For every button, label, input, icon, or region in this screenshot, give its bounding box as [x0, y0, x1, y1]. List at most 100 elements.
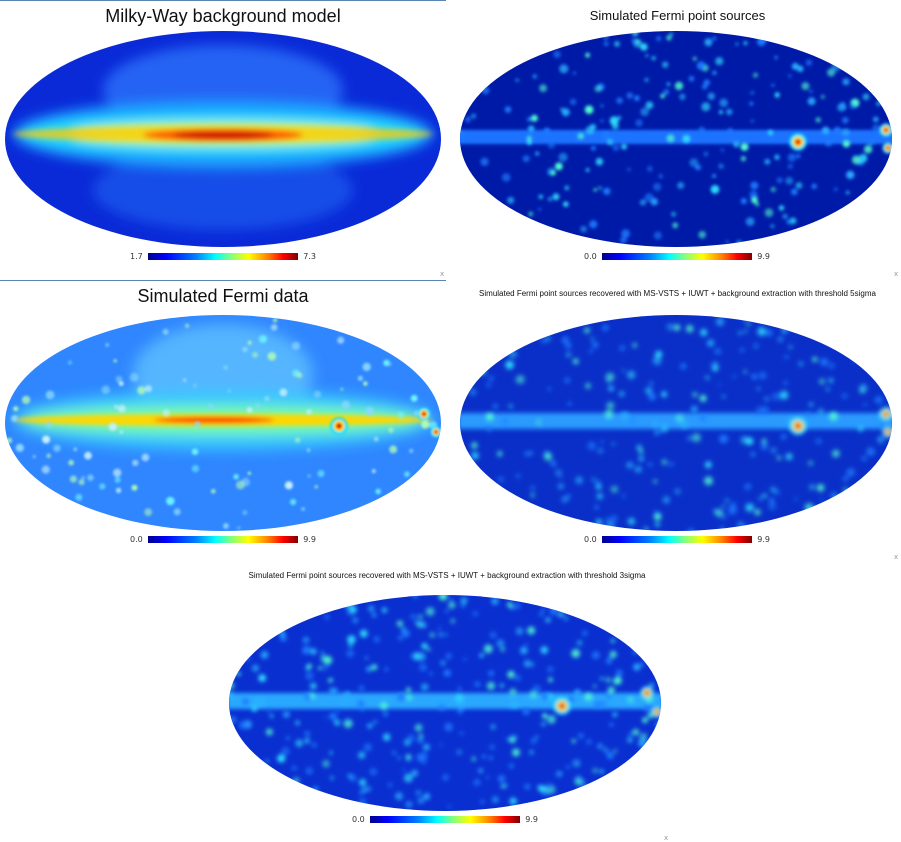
- point-source: [621, 369, 625, 373]
- point-source: [574, 689, 581, 696]
- point-source: [785, 177, 794, 185]
- point-source: [13, 406, 19, 412]
- point-source: [113, 359, 117, 363]
- point-source: [320, 655, 328, 663]
- point-source: [589, 220, 598, 229]
- point-source: [239, 721, 248, 730]
- point-source: [751, 196, 758, 204]
- point-source: [867, 137, 876, 146]
- mollweide-map-fermi-data: [5, 315, 441, 531]
- point-source: [593, 700, 602, 709]
- point-source: [330, 776, 334, 780]
- point-source: [530, 485, 536, 491]
- point-source: [45, 390, 55, 400]
- point-source: [443, 669, 451, 677]
- point-source: [610, 638, 615, 643]
- point-source: [620, 236, 627, 244]
- point-source: [359, 778, 367, 787]
- point-source: [720, 148, 725, 152]
- point-source: [132, 459, 139, 466]
- point-source: [660, 93, 665, 99]
- point-source: [841, 116, 849, 124]
- point-source: [365, 407, 374, 416]
- point-source: [321, 664, 329, 671]
- bright-source: [884, 412, 888, 416]
- point-source: [632, 343, 637, 348]
- point-source: [843, 487, 849, 493]
- point-source: [207, 403, 214, 410]
- point-source: [530, 662, 535, 667]
- point-source: [258, 674, 266, 682]
- point-source: [460, 130, 466, 140]
- point-source: [515, 78, 519, 82]
- point-source: [548, 677, 553, 683]
- point-source: [348, 643, 353, 648]
- point-source: [647, 712, 654, 719]
- point-source: [32, 455, 36, 459]
- point-source: [573, 358, 579, 364]
- point-source: [284, 481, 293, 490]
- point-source: [627, 696, 634, 703]
- point-source: [486, 382, 492, 388]
- point-source: [144, 508, 153, 516]
- point-source: [295, 739, 304, 748]
- point-source: [542, 713, 548, 719]
- point-source: [666, 134, 675, 143]
- point-source: [743, 329, 748, 334]
- point-source: [474, 681, 481, 688]
- point-source: [567, 401, 572, 406]
- point-source: [690, 405, 698, 413]
- point-source: [859, 383, 868, 392]
- point-source: [488, 670, 495, 677]
- point-source: [471, 442, 478, 449]
- point-source: [547, 196, 553, 202]
- bright-source: [560, 704, 564, 708]
- point-source: [301, 507, 305, 511]
- point-source: [712, 36, 717, 41]
- point-source: [42, 435, 51, 444]
- point-source: [726, 108, 733, 116]
- point-source: [227, 389, 232, 393]
- point-source: [675, 414, 684, 423]
- point-source: [655, 722, 661, 728]
- point-source: [397, 411, 405, 419]
- point-source: [610, 515, 618, 523]
- point-source: [571, 649, 581, 658]
- point-source: [666, 82, 671, 87]
- point-source: [576, 640, 583, 646]
- point-source: [639, 662, 645, 667]
- point-source: [705, 375, 710, 380]
- point-source: [692, 433, 701, 443]
- point-source: [515, 375, 525, 384]
- point-source: [281, 747, 290, 756]
- point-source: [503, 783, 508, 788]
- point-source: [425, 607, 435, 616]
- colorbar-min-label: 0.0: [130, 535, 143, 544]
- point-source: [119, 430, 124, 434]
- point-source: [173, 508, 181, 516]
- point-source: [296, 372, 303, 379]
- point-source: [509, 797, 517, 805]
- point-source: [328, 678, 333, 683]
- point-source: [246, 657, 250, 661]
- point-source: [863, 402, 868, 407]
- point-source: [499, 683, 504, 688]
- point-source: [585, 383, 591, 389]
- point-source: [725, 240, 729, 244]
- point-source: [527, 125, 535, 133]
- point-source: [508, 763, 514, 769]
- point-source: [754, 509, 761, 516]
- point-source: [404, 471, 410, 478]
- point-source: [444, 609, 449, 614]
- point-source: [558, 152, 568, 162]
- point-source: [532, 74, 537, 79]
- point-source: [314, 485, 318, 489]
- point-source: [557, 612, 563, 618]
- point-source: [575, 476, 583, 485]
- point-source: [565, 342, 572, 349]
- point-source: [861, 455, 868, 462]
- point-source: [108, 422, 117, 431]
- point-source: [442, 774, 450, 781]
- point-source: [612, 712, 618, 718]
- point-source: [443, 632, 448, 637]
